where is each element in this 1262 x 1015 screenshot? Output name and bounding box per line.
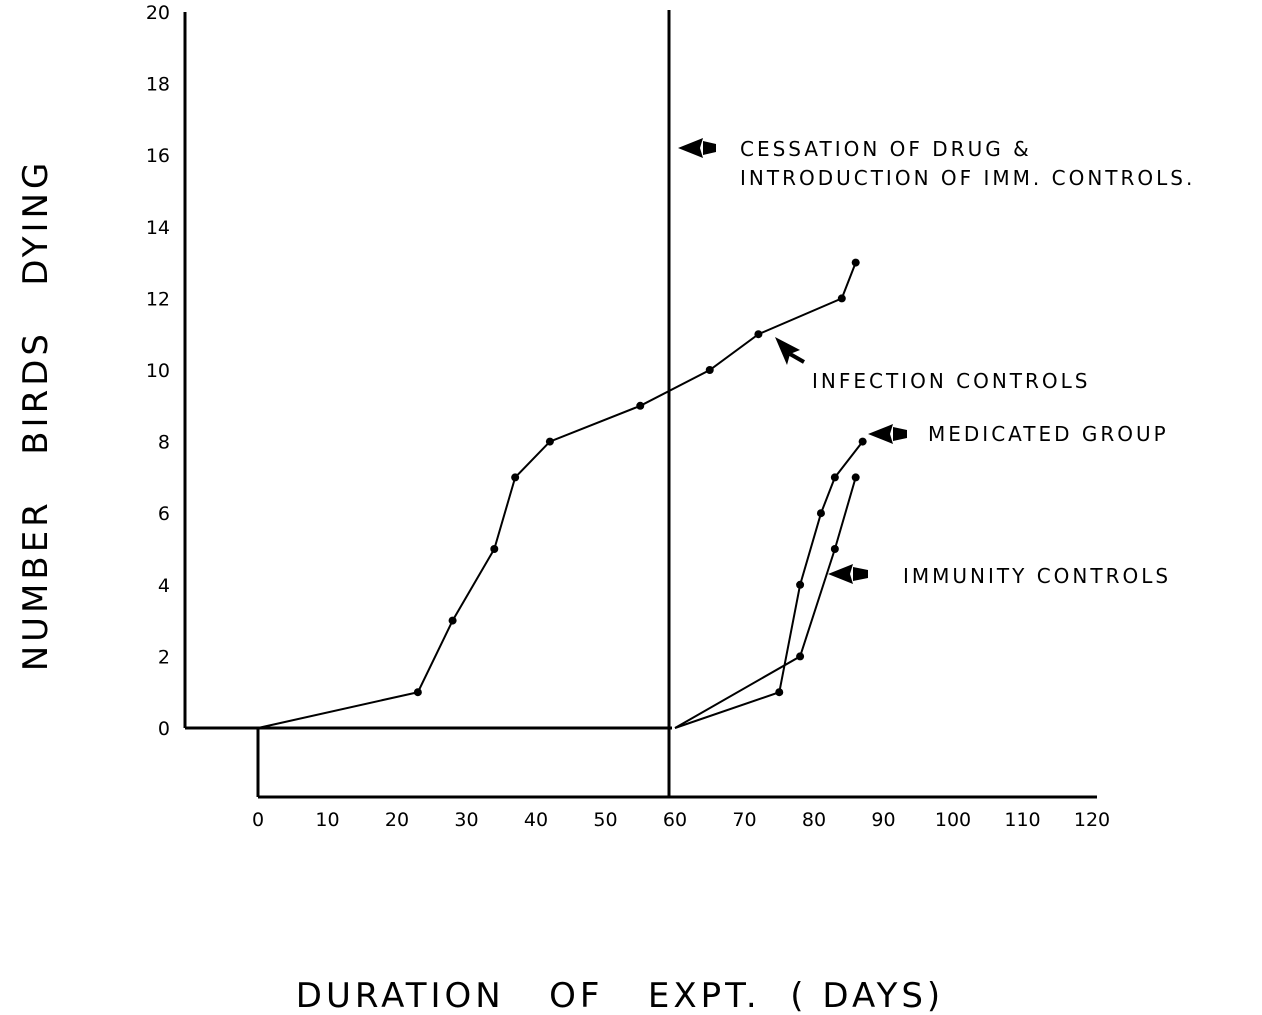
medicated-arrow-tail-icon bbox=[893, 427, 907, 441]
y-tick-label: 16 bbox=[146, 145, 170, 167]
y-tick-label: 12 bbox=[146, 288, 170, 310]
medicated-annotation: MEDICATED GROUP bbox=[868, 422, 1169, 446]
series-line bbox=[674, 440, 864, 729]
y-tick-labels: 0 2 4 6 8 10 12 14 16 18 20 bbox=[146, 2, 170, 740]
cessation-annotation: CESSATION OF DRUG & INTRODUCTION OF IMM.… bbox=[678, 137, 1195, 190]
y-tick-label: 20 bbox=[146, 2, 170, 24]
series-2 bbox=[674, 473, 860, 729]
x-tick-label: 100 bbox=[935, 809, 971, 831]
cessation-arrow-tail-icon bbox=[703, 141, 716, 155]
series-0 bbox=[257, 258, 860, 729]
infection-annotation: INFECTION CONTROLS bbox=[775, 337, 1091, 393]
data-point bbox=[830, 545, 839, 553]
data-point bbox=[511, 473, 520, 482]
data-point bbox=[796, 652, 805, 661]
y-tick-label: 14 bbox=[146, 217, 170, 239]
medicated-group-label: MEDICATED GROUP bbox=[928, 422, 1169, 446]
data-point bbox=[816, 509, 825, 518]
y-tick-label: 0 bbox=[158, 718, 170, 740]
y-tick-label: 4 bbox=[158, 575, 170, 597]
axes bbox=[183, 10, 1097, 799]
data-point bbox=[775, 688, 784, 697]
x-tick-label: 50 bbox=[593, 809, 617, 831]
series-1 bbox=[674, 437, 867, 729]
series-line bbox=[674, 477, 857, 729]
infection-arrow-icon bbox=[775, 337, 800, 365]
series-line bbox=[257, 262, 857, 729]
data-point bbox=[851, 473, 860, 482]
cessation-label-line2: INTRODUCTION OF IMM. CONTROLS. bbox=[740, 166, 1195, 190]
series-layer bbox=[257, 258, 867, 729]
x-tick-label: 80 bbox=[802, 809, 826, 831]
cessation-label-line1: CESSATION OF DRUG & bbox=[740, 137, 1032, 161]
y-tick-label: 18 bbox=[146, 74, 170, 96]
data-point bbox=[636, 401, 645, 410]
data-point bbox=[545, 437, 554, 446]
y-tick-label: 2 bbox=[158, 646, 170, 668]
x-tick-label: 0 bbox=[252, 809, 264, 831]
infection-arrow-shaft bbox=[789, 352, 805, 364]
data-point bbox=[796, 580, 805, 589]
data-point bbox=[837, 294, 846, 303]
data-point bbox=[490, 545, 499, 553]
data-point bbox=[830, 473, 839, 482]
data-point bbox=[705, 366, 714, 374]
y-tick-label: 6 bbox=[158, 503, 170, 525]
immunity-annotation: IMMUNITY CONTROLS bbox=[828, 564, 1171, 588]
x-tick-label: 120 bbox=[1074, 809, 1110, 831]
data-point bbox=[413, 688, 422, 697]
x-tick-label: 40 bbox=[524, 809, 548, 831]
y-tick-label: 8 bbox=[158, 432, 170, 454]
data-point bbox=[851, 258, 860, 267]
x-tick-label: 110 bbox=[1004, 809, 1040, 831]
x-tick-label: 20 bbox=[385, 809, 409, 831]
y-tick-label: 10 bbox=[146, 360, 170, 382]
x-tick-labels: 0 10 20 30 40 50 60 70 80 90 100 110 120 bbox=[252, 809, 1110, 831]
immunity-controls-label: IMMUNITY CONTROLS bbox=[903, 564, 1171, 588]
y-axis-title: NUMBER BIRDS DYING bbox=[16, 159, 56, 672]
cessation-arrow-icon bbox=[678, 138, 703, 158]
data-point bbox=[754, 330, 763, 339]
x-axis-title: DURATION OF EXPT. ( DAYS) bbox=[296, 976, 944, 1015]
immunity-arrow-icon bbox=[828, 564, 853, 584]
infection-controls-label: INFECTION CONTROLS bbox=[812, 369, 1091, 393]
x-tick-label: 90 bbox=[871, 809, 895, 831]
data-point bbox=[858, 437, 867, 446]
medicated-arrow-icon bbox=[868, 424, 893, 444]
x-tick-label: 60 bbox=[663, 809, 687, 831]
x-tick-label: 10 bbox=[315, 809, 339, 831]
x-tick-label: 70 bbox=[732, 809, 756, 831]
data-point bbox=[448, 616, 457, 625]
x-tick-label: 30 bbox=[454, 809, 478, 831]
immunity-arrow-tail-icon bbox=[853, 567, 868, 581]
